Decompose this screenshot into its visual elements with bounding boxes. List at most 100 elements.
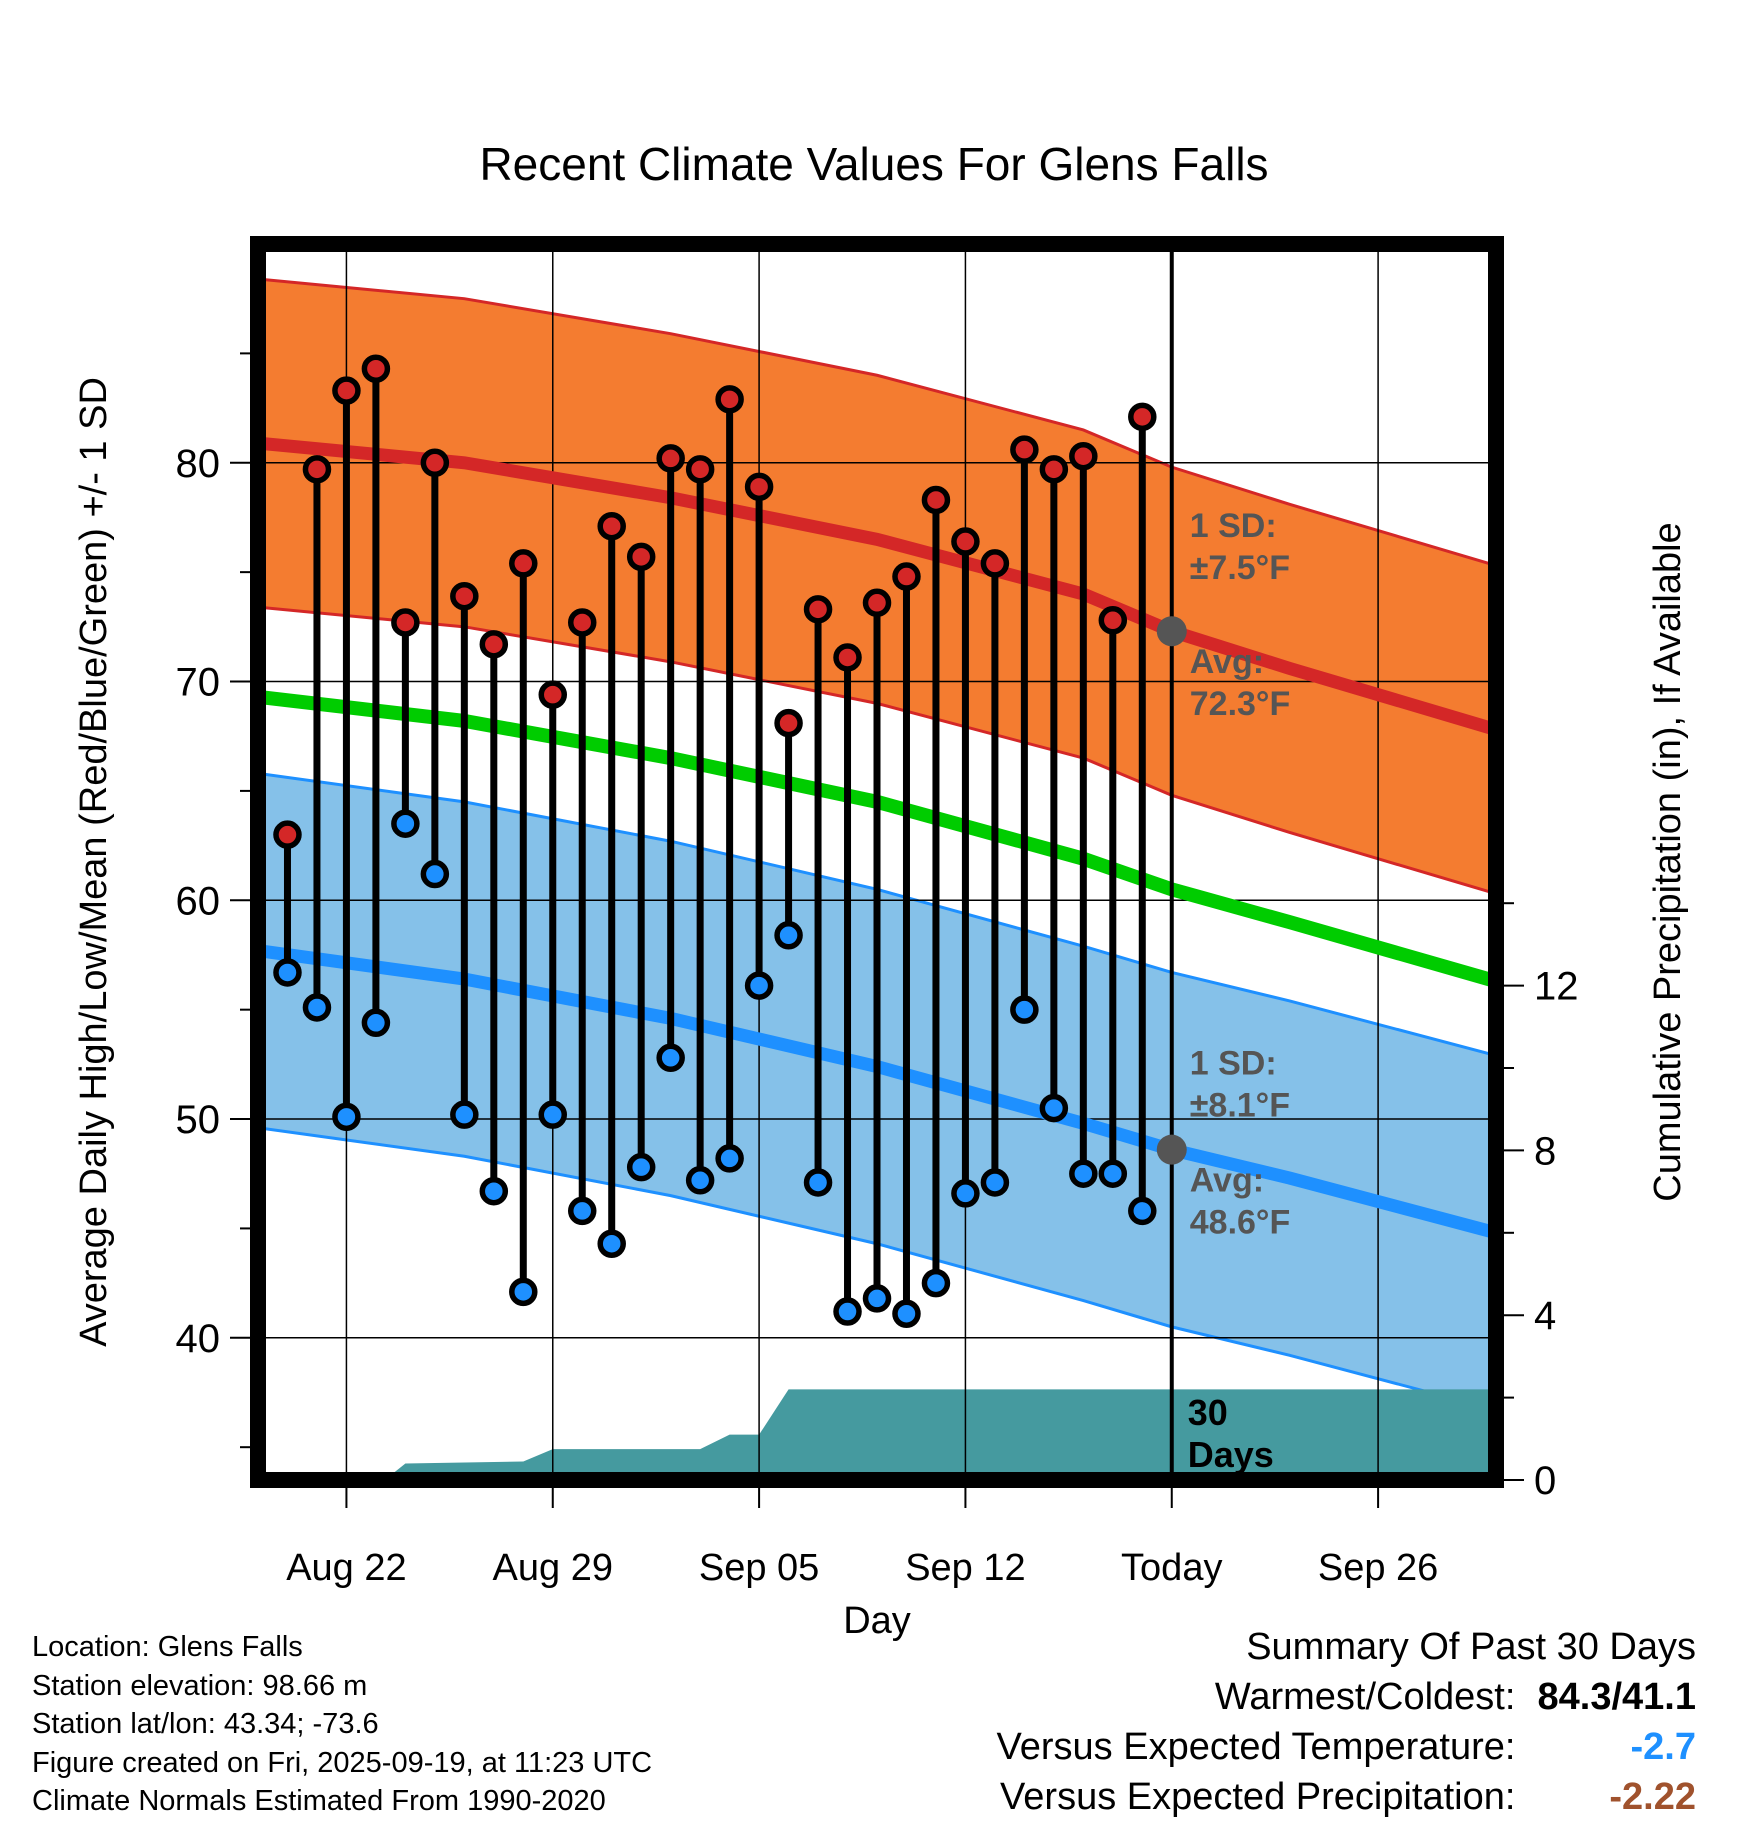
precip-anomaly-value: -2.22 [1609, 1776, 1696, 1818]
daily-high-point [361, 354, 391, 383]
daily-low-point [273, 958, 302, 987]
x-tick-label: Sep 05 [699, 1547, 819, 1589]
summary-temp: Versus Expected Temperature: -2.7 [997, 1722, 1696, 1772]
low-sd-lower-edge [258, 1126, 1496, 1412]
x-tick-label: Aug 29 [493, 1547, 613, 1589]
daily-high-point [862, 588, 892, 618]
plot-frame [250, 236, 1504, 1488]
daily-low-point [450, 1100, 479, 1129]
daily-high-point [1098, 606, 1128, 635]
y-tick-label: 70 [176, 661, 221, 705]
normal-mean-line [258, 689, 1496, 988]
station-info: Location: Glens Falls Station elevation:… [32, 1628, 652, 1821]
daily-low-point [715, 1144, 744, 1173]
warmest-coldest-separator: / [1611, 1676, 1623, 1718]
precip-anomaly-label: Versus Expected Precipitation: [1000, 1776, 1516, 1818]
daily-high-point [774, 708, 803, 738]
daily-high-point [450, 581, 479, 611]
high-avg-label: Avg: [1190, 643, 1264, 681]
annotations: 1 SD: ±7.5°F Avg: 72.3°F 1 SD: ±8.1°F Avg: 48.6… [1188, 507, 1291, 1475]
daily-high-point [951, 527, 980, 556]
daily-low-point [538, 1100, 568, 1129]
high-sd-upper-edge [258, 277, 1496, 568]
x-tick-label: Today [1121, 1547, 1222, 1589]
y-tick-label: 60 [176, 879, 221, 923]
y-tick-label: 80 [176, 442, 221, 486]
x-axis-label: Day [843, 1600, 911, 1642]
daily-low-point [774, 921, 803, 950]
daily-low-point [420, 859, 450, 889]
daily-high-point [685, 455, 715, 484]
daily-low-point [302, 993, 332, 1022]
daily-low-point [509, 1277, 538, 1307]
info-normals: Climate Normals Estimated From 1990-2020 [32, 1785, 606, 1817]
daily-high-point [509, 549, 538, 578]
temp-anomaly-label: Versus Expected Temperature: [996, 1726, 1516, 1768]
daily-high-point [1128, 402, 1157, 432]
y2-tick-label: 12 [1534, 965, 1579, 1009]
daily-high-point [626, 542, 656, 572]
daily-low-point [892, 1299, 921, 1328]
y2-tick-label: 0 [1534, 1459, 1556, 1503]
daily-low-point [1069, 1159, 1098, 1188]
y-tick-label: 50 [176, 1098, 221, 1142]
chart-title: Recent Climate Values For Glens Falls [479, 138, 1268, 190]
today-low-avg-marker [1156, 1134, 1187, 1165]
daily-high-point [391, 608, 420, 637]
y2-tick-label: 4 [1534, 1294, 1556, 1338]
daily-high-point [1039, 455, 1069, 484]
y2-tick-label: 8 [1534, 1129, 1556, 1173]
daily-low-point [1128, 1196, 1157, 1226]
info-latlon: Station lat/lon: 43.34; -73.6 [32, 1708, 379, 1740]
daily-high-point [567, 608, 597, 637]
summary-title: Summary Of Past 30 Days [1246, 1626, 1696, 1668]
daily-low-point [656, 1043, 685, 1073]
warmest-coldest-value: 84.3/41.1 [1526, 1672, 1697, 1722]
daily-high-point [1010, 435, 1039, 464]
info-elevation: Station elevation: 98.66 m [32, 1669, 368, 1702]
y-tick-label: 40 [176, 1317, 221, 1361]
daily-high-point [1069, 441, 1098, 471]
daily-high-point [892, 562, 921, 591]
summary-precip: Versus Expected Precipitation: -2.22 [997, 1772, 1696, 1822]
daily-low-point [1010, 995, 1039, 1024]
temp-anomaly-value: -2.7 [1630, 1726, 1696, 1768]
axes: 40 50 60 70 80 0 4 8 12 Aug 22 Aug 29 Sep 05 Sep 12 T… [176, 352, 1579, 1589]
daily-high-point [273, 820, 302, 849]
low-sd-upper-edge [258, 771, 1496, 1058]
today-days-label: 30 [1188, 1392, 1228, 1433]
daily-high-point [921, 485, 951, 515]
daily-low-point [626, 1152, 656, 1182]
daily-low-point [862, 1284, 892, 1313]
y-axis-label: Average Daily High/Low/Mean (Red/Blue/Gr… [73, 377, 115, 1347]
normal-high-line [258, 436, 1496, 736]
daily-high-point [538, 680, 568, 709]
daily-high-point [656, 444, 685, 473]
warmest-coldest-label: Warmest/Coldest: [1214, 1676, 1516, 1718]
high-sd-label: 1 SD: [1190, 507, 1277, 545]
daily-low-point [803, 1168, 833, 1197]
today-high-avg-marker [1156, 616, 1187, 647]
daily-high-point [833, 643, 862, 672]
summary-panel: Summary Of Past 30 Days Warmest/Coldest:… [997, 1622, 1696, 1822]
daily-high-point [302, 455, 332, 484]
daily-low-point [685, 1166, 715, 1195]
x-tick-label: Aug 22 [286, 1547, 406, 1589]
data-series [258, 244, 1496, 1480]
y2-axis-label: Cumulative Precipitation (in), If Availa… [1647, 522, 1689, 1201]
precip-area [258, 1389, 1496, 1480]
daily-high-point [803, 595, 833, 624]
daily-low-point [597, 1229, 626, 1258]
summary-warmest-coldest: Warmest/Coldest: 84.3/41.1 [997, 1672, 1696, 1722]
x-tick-label: Sep 12 [905, 1547, 1025, 1589]
today-days-label: Days [1188, 1434, 1274, 1475]
normal-low-line [258, 944, 1496, 1240]
x-tick-label: Sep 26 [1318, 1547, 1438, 1589]
daily-high-point [715, 385, 744, 414]
daily-low-point [951, 1179, 980, 1208]
daily-low-point [391, 809, 420, 838]
daily-low-point [1098, 1159, 1128, 1188]
daily-low-point [833, 1297, 862, 1326]
daily-low-point [921, 1268, 951, 1298]
